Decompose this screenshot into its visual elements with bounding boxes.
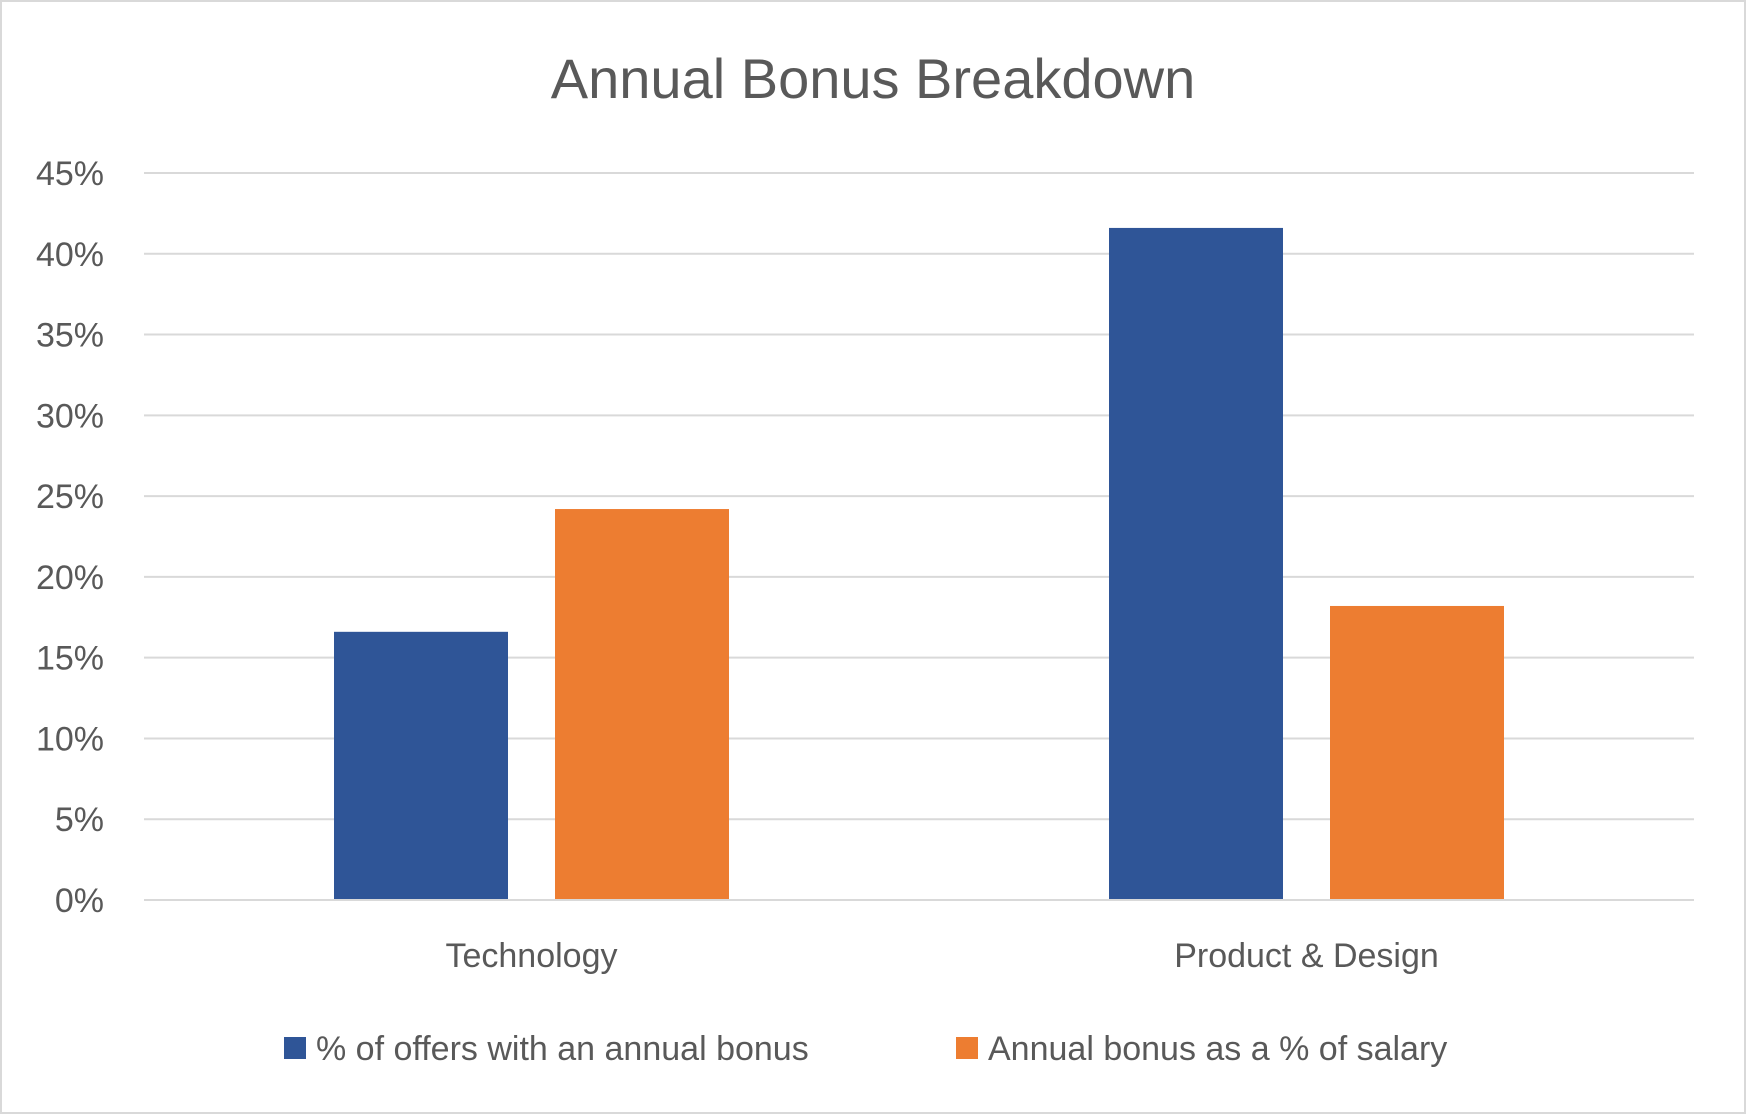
- legend: % of offers with an annual bonus Annual b…: [284, 1030, 1447, 1068]
- bar: [334, 631, 508, 900]
- y-tick-label: 40%: [36, 236, 104, 274]
- chart-title: Annual Bonus Breakdown: [551, 47, 1195, 110]
- y-tick-label: 30%: [36, 397, 104, 435]
- y-tick-label: 45%: [36, 155, 104, 193]
- x-axis-ticks: Technology Product & Design: [445, 937, 1438, 975]
- x-tick-label: Product & Design: [1174, 937, 1439, 975]
- y-tick-label: 25%: [36, 478, 104, 516]
- bars: [144, 227, 1694, 901]
- legend-label: Annual bonus as a % of salary: [988, 1030, 1447, 1068]
- y-tick-label: 0%: [55, 882, 104, 920]
- legend-swatch: [956, 1037, 978, 1059]
- y-axis-ticks: 0% 5% 10% 15% 20% 25% 30% 35% 40% 45%: [36, 155, 104, 920]
- legend-label: % of offers with an annual bonus: [316, 1030, 809, 1068]
- bar: [555, 509, 729, 900]
- legend-swatch: [284, 1037, 306, 1059]
- y-tick-label: 35%: [36, 317, 104, 355]
- y-tick-label: 20%: [36, 559, 104, 597]
- bar: [1109, 227, 1283, 900]
- y-tick-label: 15%: [36, 640, 104, 678]
- x-tick-label: Technology: [445, 937, 617, 975]
- y-tick-label: 5%: [55, 801, 104, 839]
- y-tick-label: 10%: [36, 720, 104, 758]
- bar: [1330, 605, 1504, 900]
